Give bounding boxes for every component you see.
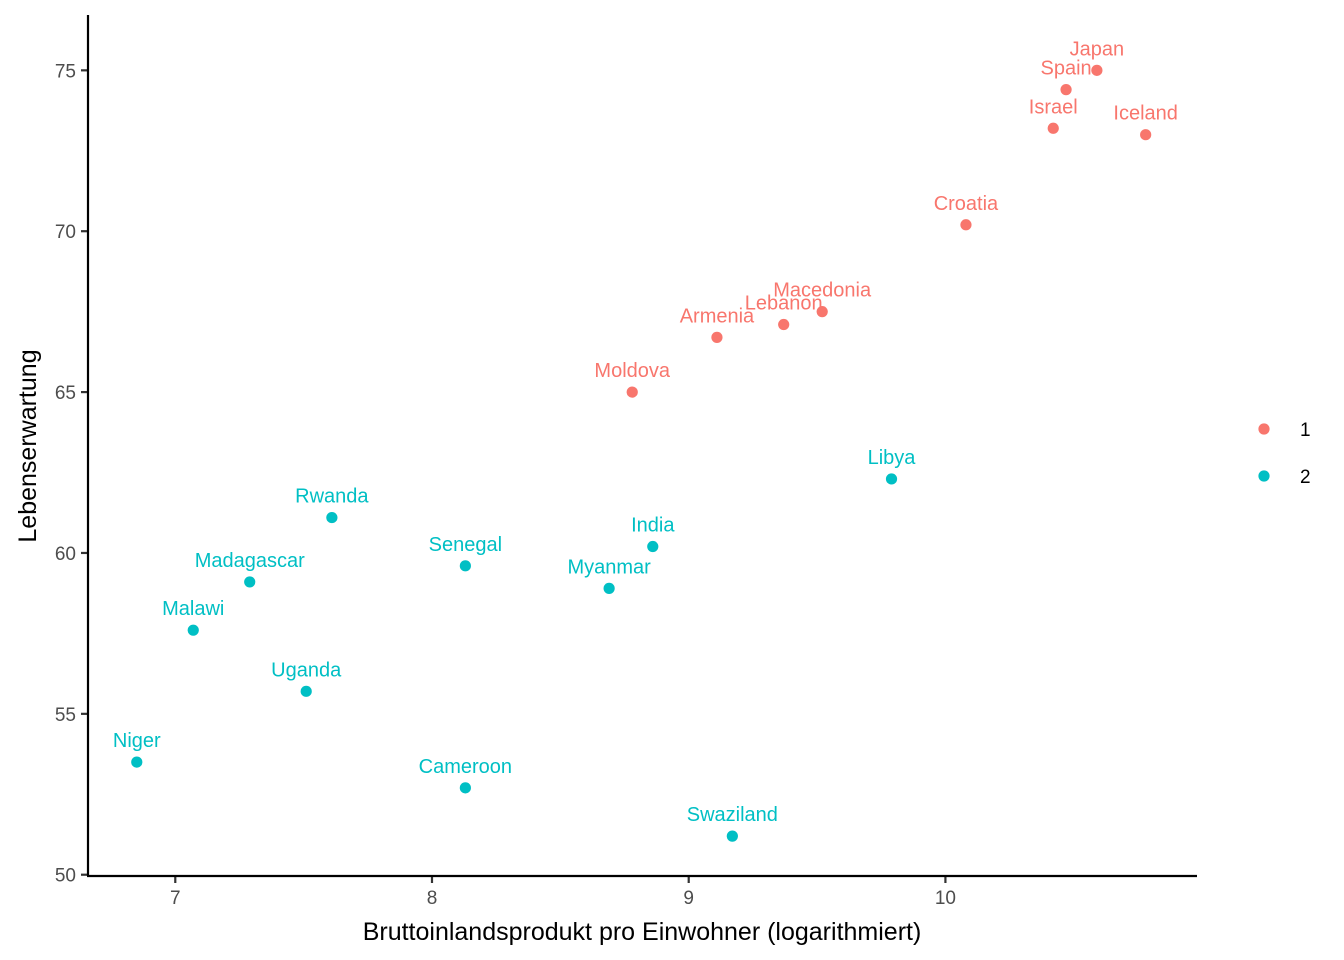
y-tick-label: 55 <box>55 705 76 726</box>
point-label-macedonia: Macedonia <box>773 280 872 302</box>
data-point-malawi <box>187 624 199 636</box>
data-point-niger <box>131 756 143 768</box>
data-points <box>131 64 1152 842</box>
data-point-iceland <box>1140 129 1152 141</box>
x-tick-label: 7 <box>170 888 181 909</box>
y-tick-label: 70 <box>55 222 76 243</box>
data-point-macedonia <box>816 306 828 318</box>
data-point-croatia <box>960 219 972 231</box>
point-label-armenia: Armenia <box>680 305 755 327</box>
point-label-iceland: Iceland <box>1113 103 1178 125</box>
point-label-senegal: Senegal <box>429 534 502 556</box>
data-point-moldova <box>626 386 638 398</box>
legend-label-2: 2 <box>1300 467 1311 488</box>
data-point-uganda <box>300 685 312 697</box>
data-point-spain <box>1060 84 1072 96</box>
point-label-uganda: Uganda <box>271 659 342 681</box>
data-point-cameroon <box>459 782 471 794</box>
y-tick-label: 75 <box>55 61 76 82</box>
point-label-libya: Libya <box>868 447 917 469</box>
data-point-libya <box>885 473 898 485</box>
point-label-japan: Japan <box>1070 38 1125 60</box>
data-point-lebanon <box>778 318 790 331</box>
data-point-armenia <box>711 331 723 343</box>
x-tick-label: 9 <box>683 888 694 909</box>
point-label-croatia: Croatia <box>934 193 999 215</box>
x-tick-label: 10 <box>935 888 956 909</box>
legend-key-1 <box>1258 423 1270 435</box>
point-label-niger: Niger <box>113 730 161 752</box>
x-tick-label: 8 <box>427 888 438 909</box>
y-axis-title: Lebenserwartung <box>14 349 42 542</box>
point-label-moldova: Moldova <box>594 360 670 382</box>
data-point-myanmar <box>603 582 615 594</box>
data-point-india <box>647 540 659 553</box>
data-point-madagascar <box>244 576 256 588</box>
point-label-myanmar: Myanmar <box>567 556 651 578</box>
data-point-rwanda <box>326 511 338 524</box>
y-tick-label: 65 <box>55 383 76 404</box>
y-tick-label: 60 <box>55 544 76 565</box>
data-point-swaziland <box>726 830 738 842</box>
data-point-israel <box>1047 122 1059 134</box>
y-axis-ticks: 50 55 60 65 70 75 <box>55 61 88 887</box>
point-label-india: India <box>631 515 675 537</box>
legend-key-2 <box>1258 470 1270 482</box>
data-point-japan <box>1091 64 1103 76</box>
data-point-senegal <box>459 560 471 572</box>
x-axis-ticks: 7 8 9 10 <box>170 876 956 909</box>
point-label-lebanon: Lebanon <box>745 293 823 315</box>
point-label-cameroon: Cameroon <box>419 756 512 778</box>
x-axis-title: Bruttoinlandsprodukt pro Einwohner (loga… <box>363 918 922 946</box>
point-label-malawi: Malawi <box>162 598 224 620</box>
y-tick-label: 50 <box>55 866 76 887</box>
point-label-spain: Spain <box>1040 58 1091 80</box>
point-label-madagascar: Madagascar <box>195 550 305 572</box>
legend-label-1: 1 <box>1300 420 1311 441</box>
point-label-rwanda: Rwanda <box>295 486 369 508</box>
point-label-swaziland: Swaziland <box>687 804 778 826</box>
point-label-israel: Israel <box>1029 96 1078 118</box>
legend: 12 <box>1258 420 1311 488</box>
